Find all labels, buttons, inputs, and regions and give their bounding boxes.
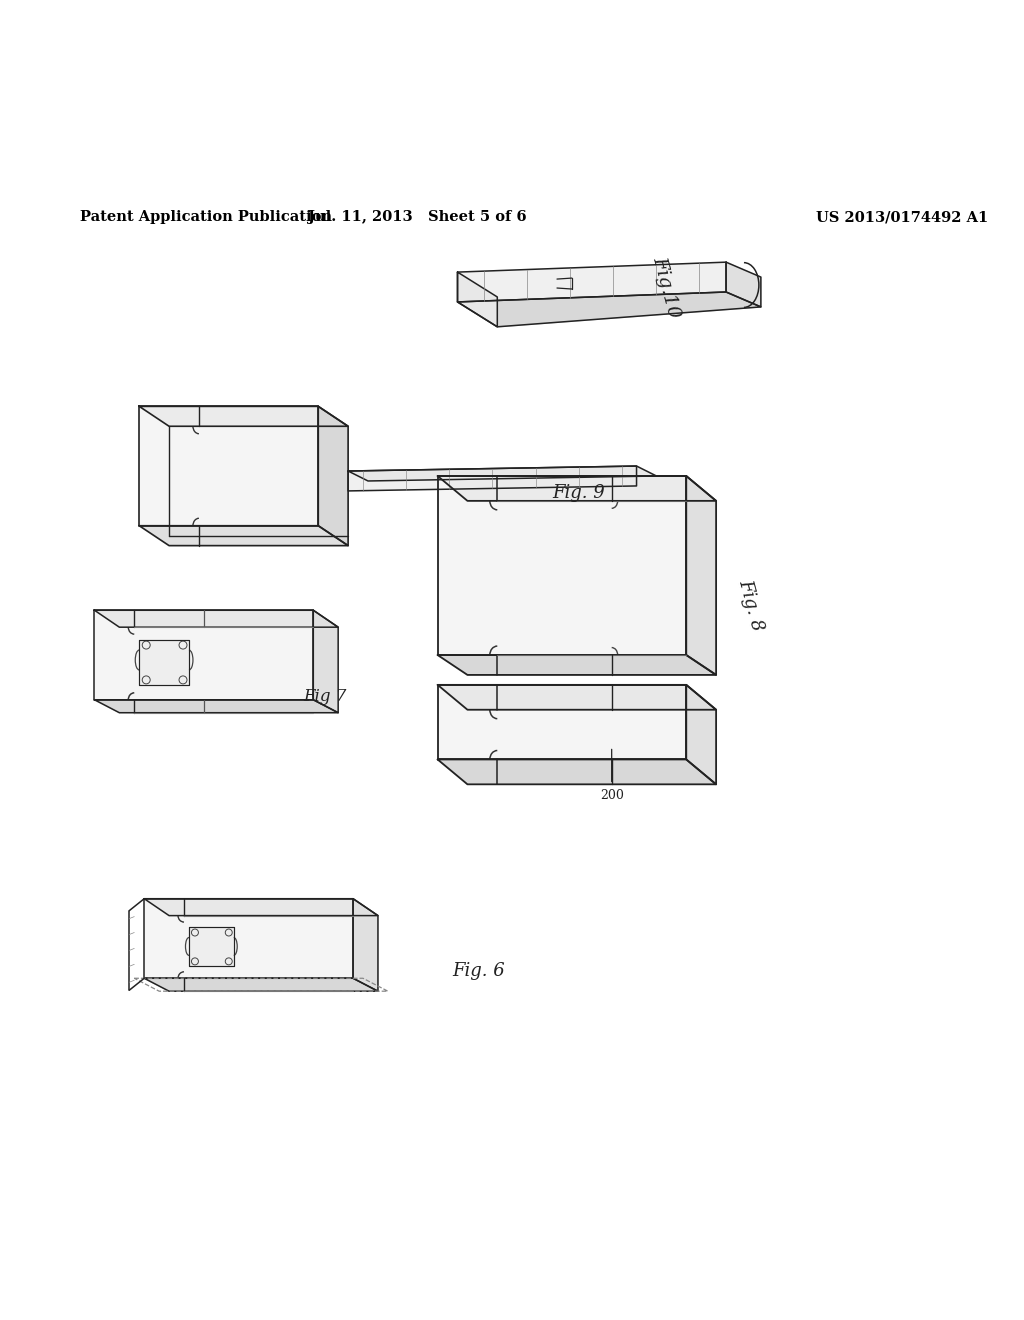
Polygon shape [458,272,498,327]
Polygon shape [437,685,716,710]
Polygon shape [437,759,716,784]
Text: Fig. 6: Fig. 6 [453,962,505,981]
Polygon shape [686,685,716,784]
Text: Fig. 9: Fig. 9 [552,484,605,502]
Text: Fig. 8: Fig. 8 [735,577,766,634]
Polygon shape [139,640,189,685]
Polygon shape [458,263,726,302]
Text: Fig 7: Fig 7 [303,688,347,705]
Polygon shape [94,610,338,627]
Polygon shape [437,685,686,759]
Polygon shape [348,466,656,480]
Text: US 2013/0174492 A1: US 2013/0174492 A1 [815,210,988,224]
Polygon shape [437,477,716,500]
Polygon shape [353,899,378,991]
Polygon shape [458,292,761,327]
Text: Fig.10: Fig.10 [649,255,683,319]
Polygon shape [189,927,233,966]
Polygon shape [139,407,318,525]
Polygon shape [144,978,378,991]
Polygon shape [144,899,378,916]
Polygon shape [348,466,637,491]
Polygon shape [94,700,338,713]
Polygon shape [94,610,313,700]
Polygon shape [139,525,348,545]
Polygon shape [318,407,348,545]
Polygon shape [726,263,761,308]
Polygon shape [437,477,686,655]
Text: Patent Application Publication: Patent Application Publication [80,210,332,224]
Polygon shape [437,655,716,675]
Polygon shape [139,407,348,426]
Polygon shape [313,610,338,713]
Polygon shape [686,477,716,675]
Polygon shape [144,899,353,978]
Text: Jul. 11, 2013   Sheet 5 of 6: Jul. 11, 2013 Sheet 5 of 6 [308,210,527,224]
Text: 200: 200 [600,789,624,803]
